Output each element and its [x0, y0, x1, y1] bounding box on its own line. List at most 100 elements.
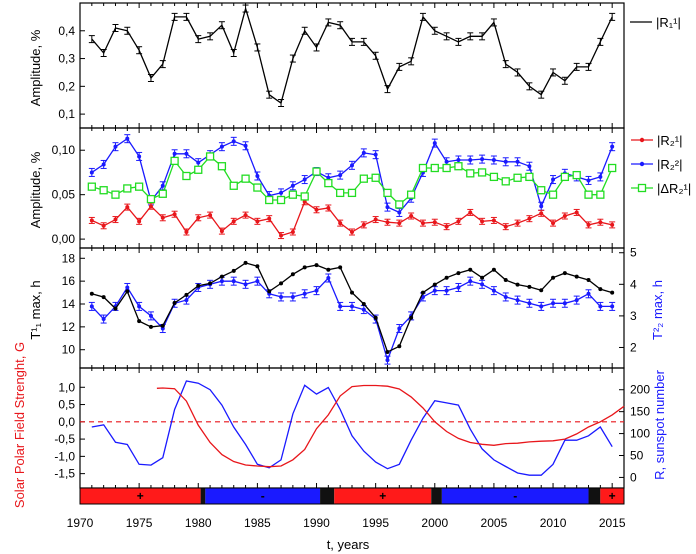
y-tick-label: 16: [62, 274, 76, 288]
t11-point: [314, 263, 319, 268]
polarity-segment: [205, 488, 321, 504]
r22-point: [586, 178, 591, 183]
r21-point: [503, 224, 508, 229]
t22-point: [160, 326, 165, 331]
r21-point: [101, 223, 106, 228]
t22-point: [219, 279, 224, 284]
r22-point: [255, 174, 260, 178]
t22-point: [562, 301, 567, 306]
y-tick-label: 18: [62, 251, 76, 265]
x-tick-label: 1985: [244, 516, 271, 530]
t22-point: [586, 291, 591, 296]
r21-point: [279, 233, 284, 238]
t11-point: [350, 290, 354, 295]
r21-point: [208, 213, 213, 218]
t22-point: [491, 288, 496, 293]
y-tick-label: 0,05: [52, 188, 76, 202]
r21-point: [491, 218, 496, 223]
dr21-point: [158, 189, 167, 198]
r21-point: [219, 229, 224, 234]
y-tick-label-right: 200: [630, 383, 650, 397]
r21-point: [456, 219, 461, 224]
legend-label-r11: |R₁¹|: [656, 15, 681, 30]
y-tick-label: 10: [62, 343, 76, 357]
legend-panel2: |R₂¹| |R₂²| |ΔR₂¹|: [631, 133, 691, 196]
t22-point: [480, 282, 485, 287]
t22-point: [468, 279, 473, 284]
t11-point: [527, 284, 532, 289]
r21-point: [397, 221, 402, 226]
r22-point: [125, 136, 130, 141]
t11-point: [598, 287, 603, 292]
t22-point: [551, 301, 556, 306]
r21-point: [361, 222, 366, 227]
y-tick-label: 0,1: [58, 107, 75, 121]
t11-point: [326, 267, 331, 272]
t11-point: [231, 268, 236, 273]
dr21-point: [383, 188, 392, 198]
r21-point: [562, 214, 567, 218]
r22-point: [491, 158, 496, 162]
r22-point: [361, 150, 366, 155]
dr21-point: [454, 162, 463, 171]
r21-point: [420, 221, 425, 226]
t22-point: [243, 282, 248, 287]
t22-point: [101, 317, 106, 322]
r21-point: [231, 219, 236, 224]
r22-point: [539, 204, 544, 209]
legend-label-dr21: |ΔR₂¹|: [657, 181, 691, 196]
t22-point: [137, 304, 142, 309]
dr21-point: [477, 168, 487, 177]
r22-point: [196, 160, 201, 165]
dr21-point: [525, 172, 534, 182]
r21-point: [373, 217, 378, 222]
dr21-point: [336, 188, 345, 198]
t11-point: [148, 324, 153, 329]
t11-point: [373, 315, 378, 320]
r21-point: [551, 221, 556, 226]
y-tick-label: 0,00: [52, 232, 76, 246]
t11-point: [196, 283, 201, 288]
y-tick-label: -0,5: [54, 432, 75, 446]
r22-point: [113, 144, 118, 149]
polarity-sign: +: [609, 489, 616, 503]
r22-point: [480, 157, 485, 162]
r22-point: [137, 154, 142, 159]
t11-point: [243, 260, 248, 265]
t22-point: [527, 301, 532, 306]
y-tick-label: 0,2: [58, 79, 75, 93]
t11-point: [432, 282, 437, 287]
dr21-point: [288, 190, 298, 199]
dr21-point: [205, 152, 215, 161]
t22-point: [302, 291, 307, 296]
t11-point: [137, 319, 142, 324]
dr21-point: [418, 163, 428, 173]
r21-point: [515, 221, 520, 226]
r21-point: [314, 207, 319, 212]
t22-point: [503, 294, 508, 299]
r22-point: [279, 190, 284, 195]
r21-point: [290, 230, 295, 234]
r22-point: [385, 205, 390, 210]
t11-point: [385, 350, 390, 354]
t11-point: [184, 292, 189, 297]
r22-point: [527, 164, 532, 169]
y-tick-label-right: 150: [630, 405, 650, 419]
t11-point: [480, 275, 485, 280]
y-tick-label: 0,4: [58, 24, 75, 38]
r22-point: [444, 159, 449, 164]
t11-point: [503, 278, 508, 282]
r22-point: [373, 152, 378, 157]
r22-point: [326, 175, 331, 180]
x-tick-label: 1995: [362, 516, 389, 530]
polarity-bar-frame: [79, 487, 625, 505]
dr21-point: [347, 188, 357, 198]
panel4-ylabel-left: Solar Polar Field Strenght, G: [12, 342, 27, 508]
t22-point: [574, 298, 579, 303]
dr21-point: [276, 195, 286, 205]
y-tick-label-right: 5: [630, 246, 637, 260]
r21-point: [468, 210, 473, 215]
panel3-ylabel-right: T²₂ max, h: [650, 280, 665, 340]
y-tick-label-right: 3: [630, 309, 637, 323]
panel4-ylabel-right: R, sunspot number: [652, 369, 667, 480]
